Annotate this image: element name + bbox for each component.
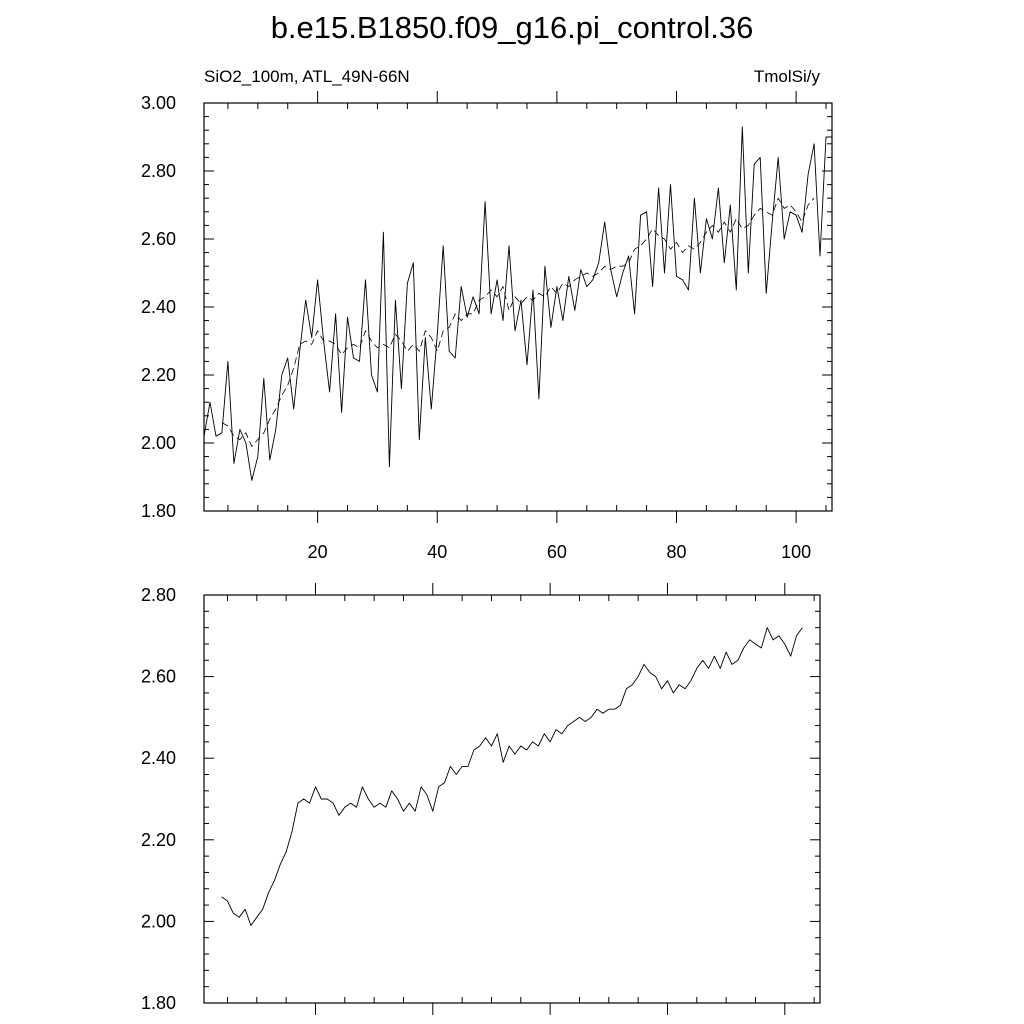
plot-frame [203,102,833,512]
y-tick-label: 2.40 [141,297,176,317]
running-mean-line [221,197,815,447]
series-line [221,627,803,926]
top-panel-subtitle-left: SiO2_100m, ATL_49N-66N [204,67,410,86]
top-panel: SiO2_100m, ATL_49N-66N TmolSi/y 1.80 2.00… [141,67,833,562]
y-tick-label: 2.20 [141,365,176,385]
y-tick-label: 1.80 [141,501,176,521]
figure-title: b.e15.B1850.f09_g16.pi_control.36 [271,10,754,45]
x-tick-label: 80 [666,542,686,562]
x-tick-label: 100 [781,542,811,562]
plot-frame [203,594,821,1004]
top-panel-subtitle-right: TmolSi/y [754,67,821,86]
x-tick-label: 60 [547,542,567,562]
y-tick-label: 2.60 [141,667,176,687]
y-tick-label: 2.80 [141,161,176,181]
x-tick-label: 20 [308,542,328,562]
series-line [203,126,832,481]
y-tick-label: 2.20 [141,830,176,850]
y-tick-label: 2.80 [141,585,176,605]
x-tick-label: 40 [427,542,447,562]
y-tick-label: 2.00 [141,433,176,453]
y-tick-label: 2.60 [141,229,176,249]
bottom-panel: 1.80 2.00 2.20 2.40 2.60 2.80 [141,583,821,1015]
y-tick-label: 2.00 [141,911,176,931]
y-tick-label: 3.00 [141,93,176,113]
y-tick-label: 2.40 [141,748,176,768]
y-tick-label: 1.80 [141,993,176,1013]
